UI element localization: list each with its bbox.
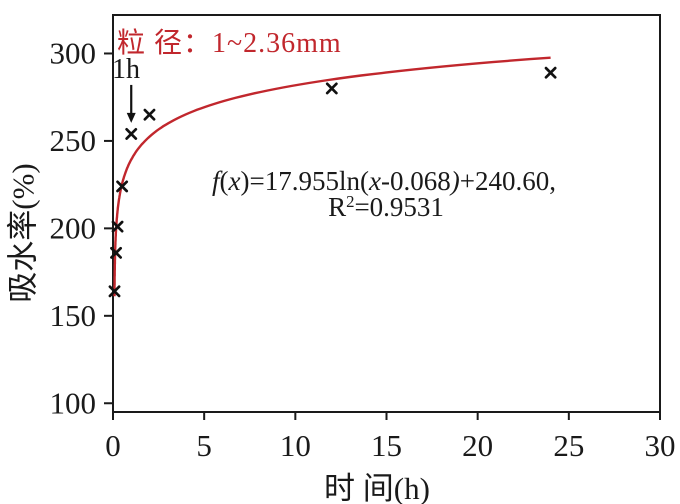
data-point-marker (111, 220, 124, 233)
x-tick-label: 15 (371, 428, 402, 463)
x-tick-label: 0 (105, 428, 121, 463)
equation-segment: R (328, 192, 347, 222)
equation-segment: x (228, 166, 241, 196)
r-squared-label: R2=0.9531 (328, 192, 444, 223)
equation-segment: )=17.955ln( (240, 166, 369, 196)
equation-segment: =0.9531 (354, 192, 444, 222)
y-axis-label: 吸水率(%) (5, 163, 41, 303)
equation-segment: x (369, 166, 381, 196)
data-point-marker (544, 66, 557, 79)
fit-equation: f(x)=17.955ln(x-0.068)+240.60, (212, 166, 556, 197)
x-tick-label: 5 (196, 428, 212, 463)
x-tick-label: 10 (280, 428, 311, 463)
equation-segment: ) (450, 166, 460, 196)
x-axis-label: 时 间(h) (324, 471, 430, 504)
equation-segment: -0.068 (380, 166, 451, 196)
equation-segment: 2 (346, 191, 355, 211)
y-tick-label: 150 (50, 298, 97, 333)
x-tick-label: 25 (553, 428, 584, 463)
y-tick-label: 300 (50, 35, 97, 70)
y-tick-label: 100 (50, 385, 97, 420)
data-point-marker (116, 180, 129, 193)
data-point-marker (143, 108, 156, 121)
fit-curve (113, 56, 551, 297)
data-point-marker (108, 285, 121, 298)
equation-segment: +240.60, (459, 166, 556, 196)
particle-size-annotation: 粒 径：1~2.36mm (117, 28, 342, 59)
arrow-label-1h: 1h (112, 54, 140, 85)
y-tick-label: 200 (50, 210, 97, 245)
x-tick-label: 30 (645, 428, 676, 463)
equation-segment: ( (219, 166, 229, 196)
annotation-arrow-head (126, 112, 136, 123)
x-tick-label: 20 (462, 428, 493, 463)
data-point-marker (325, 82, 338, 95)
data-point-marker (125, 127, 138, 140)
equation-segment: f (212, 166, 220, 196)
data-point-marker (110, 246, 122, 259)
y-tick-label: 250 (50, 123, 97, 158)
